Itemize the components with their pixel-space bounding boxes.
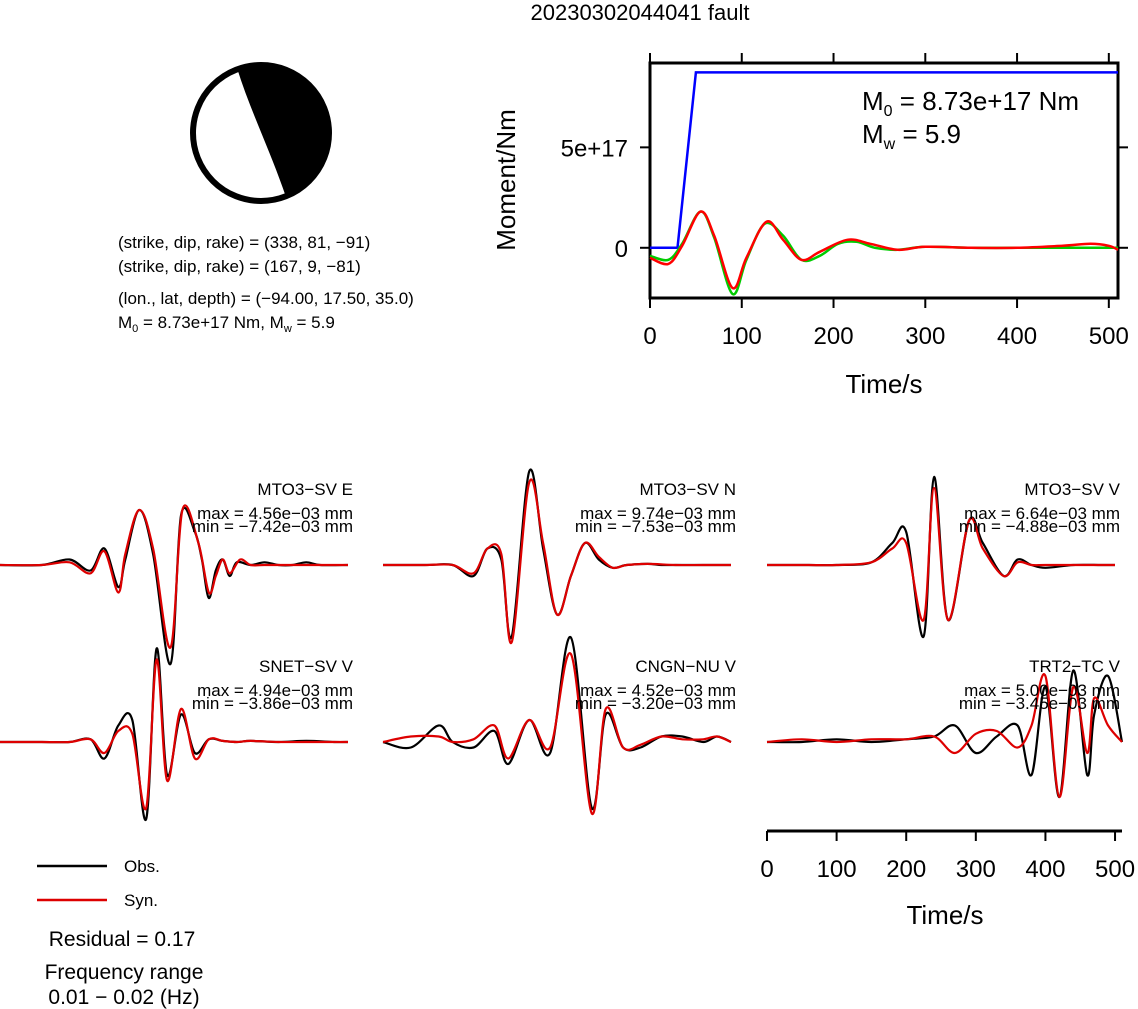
waveform-xtick-label: 400 [1025,856,1065,883]
waveform-xlabel: Time/s [906,900,983,930]
waveform-min-label: min = −3.86e−03 mm [192,694,353,713]
frequency-range-label: Frequency range [45,961,204,984]
stf-xlabel: Time/s [845,369,922,399]
waveform-xtick-label: 500 [1095,856,1135,883]
waveform-station-label: TRT2−TC V [1029,657,1121,676]
waveform-min-label: min = −3.20e−03 mm [575,694,736,713]
waveform-obs-line [766,669,1124,799]
waveform-obs-line [382,636,732,811]
beachball-nodal-plane-1: (strike, dip, rake) = (338, 81, −91) [118,233,370,252]
legend-obs-label: Obs. [124,857,160,876]
waveform-syn-line [766,673,1123,799]
waveform-max-label: max = 4.56e−03 mm [197,504,353,523]
waveform-syn-line [382,652,732,815]
stf-ytick-label: 0 [615,236,628,263]
waveform-xtick-label: 200 [886,856,926,883]
waveform-max-label: max = 5.00e−03 mm [964,681,1120,700]
stf-ytick-label: 5e+17 [561,135,628,162]
waveform-max-label: max = 4.94e−03 mm [197,681,353,700]
stf-xtick-label: 300 [905,323,945,350]
waveform-syn-line [0,658,348,811]
waveform-station-label: MTO3−SV N [639,480,736,499]
beachball-location: (lon., lat, depth) = (−94.00, 17.50, 35.… [118,289,414,308]
figure-title: 20230302044041 fault [531,0,750,25]
waveform-station-label: MTO3−SV V [1024,480,1120,499]
waveform-max-label: max = 9.74e−03 mm [580,504,736,523]
legend: Obs. Syn. [37,857,160,910]
waveform-time-axis: Time/s 0 100 200 300 400 500 [760,829,1135,930]
waveform-xtick-label: 100 [817,856,857,883]
waveform-max-label: max = 6.64e−03 mm [964,504,1120,523]
waveform-min-label: min = −4.88e−03 mm [959,517,1120,536]
waveform-syn-line [382,478,731,645]
waveform-min-label: min = −7.53e−03 mm [575,517,736,536]
legend-syn-label: Syn. [124,891,158,910]
stf-xtick-label: 400 [997,323,1037,350]
waveform-syn-line [766,486,1115,622]
waveform-max-label: max = 4.52e−03 mm [580,681,736,700]
stf-waveform-line [649,210,1119,290]
stf-xtick-label: 200 [814,323,854,350]
beachball-moment: M0 = 8.73e+17 Nm, Mw = 5.9 [118,313,335,335]
beachball-nodal-plane-2: (strike, dip, rake) = (167, 9, −81) [118,257,361,276]
stf-xtick-label: 500 [1089,323,1129,350]
waveform-min-label: min = −7.42e−03 mm [192,517,353,536]
waveform-min-label: min = −3.45e−03 mm [959,694,1120,713]
stf-moment-line [650,71,1118,250]
waveform-syn-line [0,504,348,649]
stf-mw-annotation: Mw = 5.9 [862,119,961,153]
frequency-range-value: 0.01 − 0.02 (Hz) [48,986,199,1009]
stf-xtick-label: 0 [643,323,656,350]
stf-frame [648,61,1120,300]
waveform-xtick-label: 300 [956,856,996,883]
beachball [190,62,332,204]
residual-label: Residual = 0.17 [49,928,196,951]
stf-m0-annotation: M0 = 8.73e+17 Nm [862,86,1079,120]
stf-ylabel: Moment/Nm [491,109,521,251]
waveform-xtick-label: 0 [760,856,773,883]
waveform-station-label: CNGN−NU V [635,657,736,676]
waveform-station-label: MTO3−SV E [257,480,353,499]
waveform-station-label: SNET−SV V [259,657,354,676]
stf-xtick-label: 100 [722,323,762,350]
